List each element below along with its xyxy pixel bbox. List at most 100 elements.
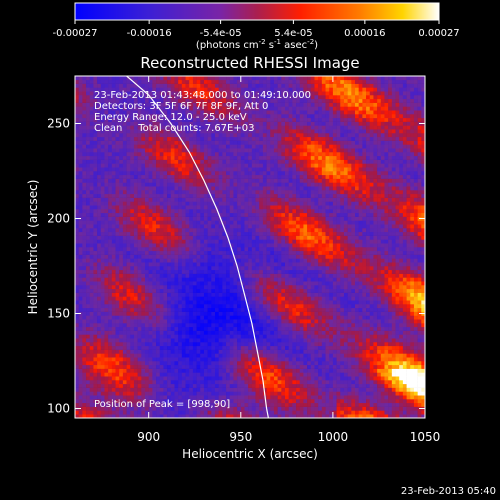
heatmap-cell (200, 186, 205, 191)
heatmap-cell (119, 380, 124, 385)
heatmap-cell (203, 201, 208, 206)
heatmap-cell (141, 387, 146, 392)
heatmap-cell (156, 266, 161, 271)
heatmap-cell (273, 247, 278, 252)
heatmap-cell (111, 258, 116, 263)
heatmap-cell (229, 190, 234, 195)
heatmap-cell (222, 133, 227, 138)
heatmap-cell (222, 323, 227, 328)
heatmap-cell (273, 201, 278, 206)
heatmap-cell (192, 125, 197, 130)
heatmap-cell (170, 281, 175, 286)
heatmap-cell (273, 235, 278, 240)
heatmap-cell (78, 209, 83, 214)
heatmap-cell (200, 315, 205, 320)
heatmap-cell (86, 235, 91, 240)
heatmap-cell (248, 129, 253, 134)
heatmap-cell (89, 133, 94, 138)
heatmap-cell (108, 159, 113, 164)
heatmap-cell (244, 148, 249, 153)
heatmap-cell (82, 395, 87, 400)
heatmap-cell (207, 79, 212, 84)
heatmap-cell (218, 319, 223, 324)
heatmap-cell (189, 193, 194, 198)
heatmap-cell (133, 288, 138, 293)
heatmap-cell (196, 106, 201, 111)
heatmap-cell (237, 144, 242, 149)
heatmap-cell (251, 136, 256, 141)
heatmap-cell (119, 174, 124, 179)
heatmap-cell (244, 285, 249, 290)
heatmap-cell (133, 144, 138, 149)
heatmap-cell (226, 125, 231, 130)
heatmap-cell (156, 125, 161, 130)
heatmap-cell (133, 307, 138, 312)
heatmap-cell (240, 361, 245, 366)
heatmap-cell (86, 285, 91, 290)
heatmap-cell (266, 155, 271, 160)
heatmap-cell (100, 334, 105, 339)
heatmap-cell (156, 361, 161, 366)
heatmap-cell (222, 269, 227, 274)
heatmap-cell (156, 144, 161, 149)
heatmap-cell (137, 95, 142, 100)
heatmap-cell (152, 395, 157, 400)
heatmap-cell (152, 87, 157, 92)
heatmap-cell (178, 402, 183, 407)
heatmap-cell (159, 277, 164, 282)
heatmap-cell (174, 79, 179, 84)
heatmap-cell (108, 338, 113, 343)
heatmap-cell (119, 201, 124, 206)
heatmap-cell (248, 106, 253, 111)
heatmap-cell (82, 376, 87, 381)
heatmap-cell (226, 171, 231, 176)
heatmap-cell (75, 304, 79, 309)
heatmap-cell (196, 110, 201, 115)
heatmap-cell (266, 342, 271, 347)
heatmap-cell (167, 285, 172, 290)
heatmap-cell (163, 193, 168, 198)
heatmap-cell (115, 224, 120, 229)
heatmap-cell (170, 269, 175, 274)
heatmap-cell (163, 361, 168, 366)
heatmap-cell (75, 300, 79, 305)
heatmap-cell (192, 193, 197, 198)
heatmap-cell (97, 380, 102, 385)
heatmap-cell (167, 387, 172, 392)
heatmap-cell (181, 171, 186, 176)
heatmap-cell (248, 330, 253, 335)
heatmap-cell (248, 281, 253, 286)
heatmap-cell (104, 144, 109, 149)
heatmap-cell (126, 243, 131, 248)
heatmap-cell (159, 364, 164, 369)
heatmap-cell (248, 186, 253, 191)
heatmap-cell (141, 136, 146, 141)
heatmap-cell (203, 326, 208, 331)
heatmap-cell (233, 262, 238, 267)
heatmap-cell (196, 144, 201, 149)
heatmap-cell (229, 319, 234, 324)
heatmap-cell (185, 380, 190, 385)
heatmap-cell (200, 148, 205, 153)
heatmap-cell (229, 83, 234, 88)
heatmap-cell (181, 387, 186, 392)
heatmap-cell (78, 182, 83, 187)
heatmap-cell (196, 91, 201, 96)
heatmap-cell (273, 281, 278, 286)
heatmap-cell (156, 319, 161, 324)
heatmap-cell (237, 361, 242, 366)
heatmap-cell (133, 235, 138, 240)
heatmap-cell (148, 410, 153, 415)
heatmap-cell (277, 395, 282, 400)
heatmap-cell (207, 395, 212, 400)
heatmap-cell (133, 163, 138, 168)
heatmap-cell (207, 262, 212, 267)
heatmap-cell (215, 129, 219, 134)
heatmap-cell (255, 285, 260, 290)
heatmap-cell (156, 178, 161, 183)
heatmap-cell (167, 300, 172, 305)
heatmap-cell (233, 216, 238, 221)
heatmap-cell (266, 323, 271, 328)
heatmap-cell (270, 410, 275, 415)
heatmap-cell (89, 205, 94, 210)
